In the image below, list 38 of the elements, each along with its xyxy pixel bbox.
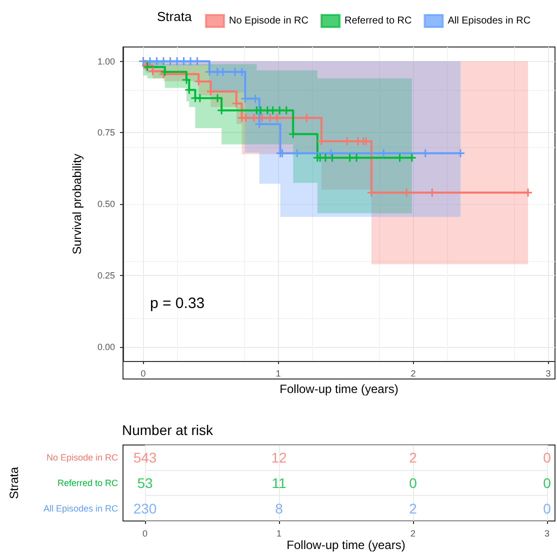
legend-label: Referred to RC [344,16,412,26]
data-label: 0 [543,450,552,466]
y-tick-label: No Episode in RC [46,452,118,463]
data-label: 0 [409,475,418,491]
y-tick-label: 0.00 [97,342,115,352]
y-tick-label: 0.50 [97,199,115,210]
data-label: 53 [137,475,153,491]
x-tick-label: 2 [410,528,416,538]
legend-label: All Episodes in RC [448,16,531,26]
x-axis-title: Follow-up time (years) [280,382,398,396]
data-label: 8 [275,500,284,516]
y-tick-label: 0.75 [97,128,115,138]
y-axis-title: Strata [7,466,21,500]
x-tick-label: 2 [410,368,416,379]
data-label: 12 [271,450,287,466]
data-label: 0 [543,500,552,516]
y-tick-label: Referred to RC [57,478,118,488]
data-label: 2 [409,500,418,516]
chart-title: Number at risk [122,422,214,438]
x-tick-label: 3 [546,368,551,379]
data-label: 230 [133,500,157,516]
data-label: 543 [133,450,157,466]
data-label: 2 [409,450,418,466]
legend-title: Strata [157,9,192,24]
legend-label: No Episode in RC [229,16,308,26]
y-tick-label: 0.25 [97,270,115,280]
data-label: 0 [543,475,552,491]
y-tick-label: 1.00 [97,56,115,66]
data-label: 11 [272,475,286,491]
x-axis-title: Follow-up time (years) [286,538,406,552]
x-tick-label: 3 [544,528,550,538]
x-tick-label: 1 [276,368,281,379]
x-tick-label: 0 [142,528,148,538]
x-tick-label: 0 [140,368,146,379]
annotation: p = 0.33 [150,295,205,312]
y-axis-title: Survival probability [70,154,84,254]
x-tick-label: 1 [276,528,282,538]
y-tick-label: All Episodes in RC [43,503,118,514]
